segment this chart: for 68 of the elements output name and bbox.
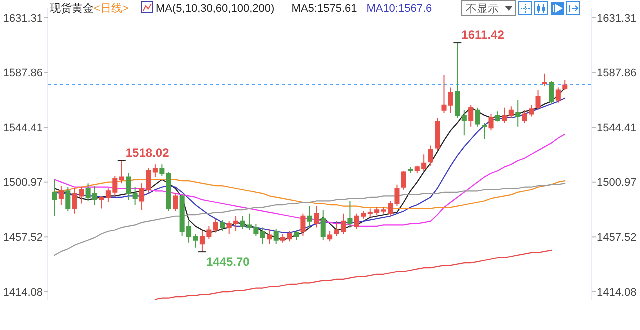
candlestick xyxy=(173,193,178,212)
candlestick xyxy=(536,90,541,111)
line-series xyxy=(54,183,566,256)
candlestick xyxy=(166,172,172,212)
candlestick xyxy=(294,230,300,241)
candlestick xyxy=(320,210,326,241)
candlestick xyxy=(126,172,132,200)
candlestick xyxy=(348,200,353,228)
candlestick xyxy=(468,104,474,128)
candlestick xyxy=(482,122,488,140)
y-tick-label: 1500.97 xyxy=(3,177,43,190)
y2-tick-label: 1587.86 xyxy=(597,68,637,80)
candlestick xyxy=(328,231,333,242)
y-tick-label: 1587.86 xyxy=(3,68,43,80)
chart-subtitle: <日线> xyxy=(94,2,129,15)
candlestick xyxy=(502,107,508,124)
candlestick xyxy=(542,73,548,87)
candlestick xyxy=(280,234,286,244)
candlestick xyxy=(160,164,165,177)
candlestick xyxy=(516,100,521,128)
annotation: 1611.42 xyxy=(462,28,505,42)
candlestick xyxy=(495,111,500,122)
candlestick xyxy=(475,107,480,128)
annotation: 1518.02 xyxy=(126,146,170,160)
candlestick xyxy=(274,228,279,245)
candlestick xyxy=(435,117,440,152)
candlestick xyxy=(401,170,406,190)
y-tick-label: 1414.08 xyxy=(3,286,43,299)
candlestick xyxy=(52,179,58,217)
text: MA5:1575.61 xyxy=(292,3,358,15)
candlestick xyxy=(556,87,561,104)
candlestick xyxy=(562,80,568,91)
candlestick xyxy=(99,196,104,210)
y2-tick-label: 1544.41 xyxy=(597,122,637,134)
candlestick xyxy=(462,110,467,136)
y2-tick-label: 1631.31 xyxy=(597,12,637,25)
candlestick xyxy=(66,186,71,212)
candlestick xyxy=(508,106,514,118)
y-tick-label: 1544.41 xyxy=(3,122,43,134)
candlestick xyxy=(260,227,266,245)
candlestick xyxy=(488,114,494,132)
candlestick xyxy=(287,231,292,242)
candlestick xyxy=(314,206,320,228)
y2-tick-label: 1414.08 xyxy=(597,286,637,299)
candlestick xyxy=(119,160,124,184)
legend-title: MA(5,10,30,60,100,200) xyxy=(156,3,275,15)
candlestick xyxy=(455,42,460,118)
dropdown: 不显示 xyxy=(462,0,516,16)
y2-tick-label: 1457.52 xyxy=(597,232,637,244)
candlestick xyxy=(549,80,554,105)
candlestick xyxy=(132,186,138,206)
annotation: 1445.70 xyxy=(206,255,250,270)
candlestick xyxy=(220,220,226,232)
y-tick-label: 1631.31 xyxy=(3,12,43,25)
line-series xyxy=(54,134,566,228)
candlestick xyxy=(408,166,414,174)
line-series xyxy=(154,250,552,300)
annotation: 不显示 xyxy=(466,4,499,16)
candlestick xyxy=(428,145,434,166)
candlestick xyxy=(307,206,312,228)
line-series xyxy=(54,179,566,210)
text: MA10:1567.6 xyxy=(366,3,432,15)
candlestick xyxy=(267,228,272,245)
y-tick-label: 1457.52 xyxy=(3,232,43,244)
candlestick xyxy=(58,186,64,206)
y2-tick-label: 1500.97 xyxy=(597,177,637,190)
candlestick xyxy=(300,213,306,238)
candlestick xyxy=(213,218,218,234)
